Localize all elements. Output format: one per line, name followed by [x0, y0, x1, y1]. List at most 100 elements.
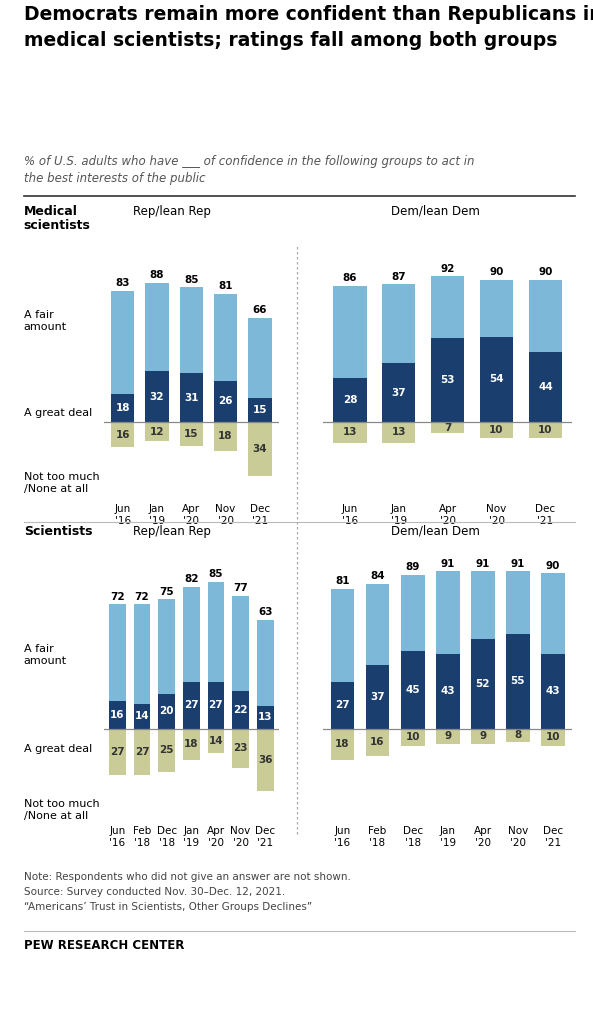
Bar: [506, 572, 530, 728]
Bar: [109, 605, 126, 728]
Text: Medical
scientists: Medical scientists: [24, 205, 91, 231]
Text: A great deal: A great deal: [24, 744, 92, 754]
Text: 10: 10: [406, 732, 420, 743]
Text: 36: 36: [258, 755, 272, 764]
Text: 87: 87: [391, 272, 406, 282]
Text: 37: 37: [391, 388, 406, 398]
Text: 20: 20: [160, 706, 174, 716]
Text: 14: 14: [135, 711, 149, 721]
Text: 43: 43: [441, 686, 455, 697]
Bar: [529, 422, 562, 438]
Bar: [133, 605, 151, 728]
Text: 44: 44: [538, 383, 553, 392]
Text: 27: 27: [110, 747, 125, 757]
Text: Rep/lean Rep: Rep/lean Rep: [133, 525, 211, 538]
Text: 31: 31: [184, 393, 199, 402]
Text: 27: 27: [209, 701, 223, 710]
Text: 91: 91: [441, 559, 455, 569]
Bar: [248, 398, 272, 422]
Bar: [529, 279, 562, 422]
Text: 10: 10: [546, 732, 560, 743]
Text: A fair
amount: A fair amount: [24, 310, 67, 332]
Bar: [145, 371, 168, 422]
Bar: [431, 276, 464, 422]
Text: 13: 13: [343, 428, 358, 438]
Bar: [232, 728, 249, 768]
Text: 89: 89: [406, 563, 420, 572]
Text: 16: 16: [370, 738, 385, 748]
Text: 75: 75: [160, 586, 174, 596]
Text: 72: 72: [135, 591, 149, 602]
Text: 7: 7: [444, 422, 451, 433]
Bar: [480, 279, 513, 422]
Bar: [431, 422, 464, 433]
Text: Democrats remain more confident than Republicans in: Democrats remain more confident than Rep…: [24, 5, 593, 25]
Text: 15: 15: [184, 429, 199, 439]
Text: 9: 9: [479, 731, 486, 742]
Bar: [133, 705, 151, 728]
Bar: [333, 285, 366, 422]
Bar: [158, 694, 175, 728]
Text: 10: 10: [538, 425, 553, 435]
Text: 16: 16: [116, 430, 130, 440]
Text: 18: 18: [218, 432, 233, 441]
Bar: [431, 339, 464, 422]
Text: Source: Survey conducted Nov. 30–Dec. 12, 2021.: Source: Survey conducted Nov. 30–Dec. 12…: [24, 887, 285, 897]
Bar: [382, 422, 416, 443]
Text: 82: 82: [184, 575, 199, 584]
Text: 92: 92: [441, 264, 455, 274]
Bar: [366, 728, 390, 756]
Bar: [248, 317, 272, 422]
Text: 52: 52: [476, 678, 490, 688]
Text: 10: 10: [489, 425, 504, 435]
Bar: [330, 728, 355, 760]
Text: Note: Respondents who did not give an answer are not shown.: Note: Respondents who did not give an an…: [24, 872, 350, 882]
Bar: [436, 655, 460, 728]
Bar: [436, 728, 460, 744]
Text: 34: 34: [253, 444, 267, 454]
Bar: [158, 728, 175, 771]
Text: 18: 18: [116, 403, 130, 413]
Bar: [208, 728, 224, 753]
Text: Scientists: Scientists: [24, 525, 93, 538]
Bar: [232, 691, 249, 728]
Bar: [111, 422, 134, 447]
Text: 90: 90: [489, 267, 503, 277]
Bar: [158, 599, 175, 728]
Text: 66: 66: [253, 305, 267, 315]
Bar: [382, 284, 416, 422]
Text: 45: 45: [406, 684, 420, 695]
Bar: [183, 682, 200, 728]
Bar: [109, 701, 126, 728]
Text: 83: 83: [116, 278, 130, 288]
Text: 9: 9: [444, 731, 451, 742]
Text: 14: 14: [209, 736, 223, 746]
Bar: [506, 728, 530, 743]
Bar: [401, 728, 425, 746]
Text: 8: 8: [514, 730, 521, 741]
Text: 90: 90: [538, 267, 553, 277]
Bar: [208, 682, 224, 728]
Text: 27: 27: [335, 701, 350, 710]
Text: Not too much
/None at all: Not too much /None at all: [24, 472, 100, 494]
Bar: [183, 728, 200, 760]
Text: Dem/lean Dem: Dem/lean Dem: [391, 525, 480, 538]
Text: medical scientists; ratings fall among both groups: medical scientists; ratings fall among b…: [24, 31, 557, 50]
Bar: [257, 728, 273, 791]
Text: 32: 32: [149, 392, 164, 402]
Text: 88: 88: [149, 270, 164, 280]
Text: 13: 13: [391, 428, 406, 438]
Bar: [208, 582, 224, 728]
Text: 23: 23: [233, 744, 248, 753]
Text: 15: 15: [253, 405, 267, 415]
Bar: [401, 575, 425, 728]
Bar: [401, 651, 425, 728]
Bar: [214, 422, 237, 450]
Text: 12: 12: [149, 427, 164, 437]
Text: A fair
amount: A fair amount: [24, 643, 67, 666]
Text: 28: 28: [343, 395, 358, 405]
Bar: [133, 728, 151, 775]
Text: 13: 13: [258, 712, 272, 722]
Text: Rep/lean Rep: Rep/lean Rep: [133, 205, 211, 218]
Bar: [541, 655, 565, 728]
